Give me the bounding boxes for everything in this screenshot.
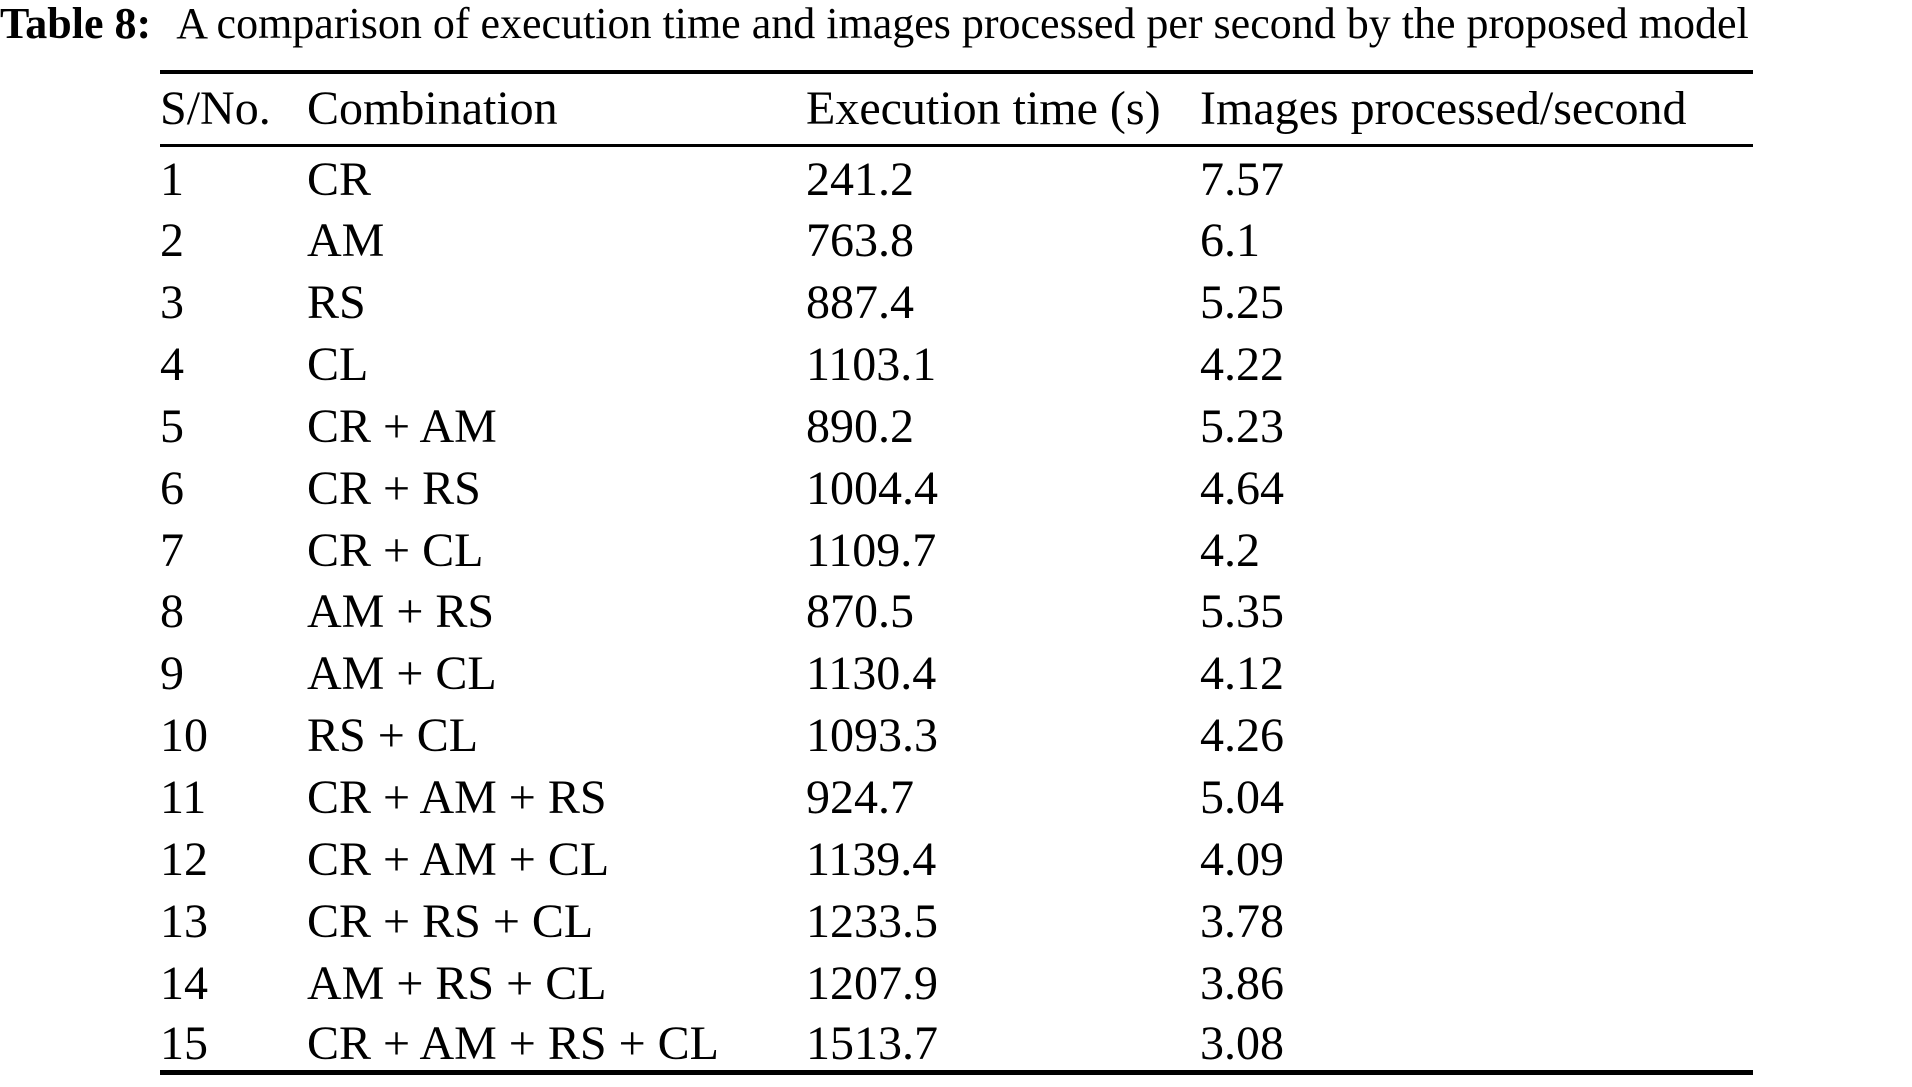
row-sno: 6 xyxy=(160,461,184,515)
row-sno: 2 xyxy=(160,214,184,268)
row-images-per-second: 5.25 xyxy=(1200,276,1284,330)
row-combination: AM + CL xyxy=(307,647,497,701)
row-combination: CR xyxy=(307,153,372,207)
table-caption: Table 8: A comparison of execution time a… xyxy=(0,0,1749,50)
row-execution-time: 1233.5 xyxy=(806,894,938,948)
table-row: 14 AM + RS + CL 1207.9 3.86 xyxy=(160,949,1753,1011)
row-execution-time: 887.4 xyxy=(806,276,914,330)
header-row: S/No. Combination Execution time (s) Ima… xyxy=(160,72,1753,147)
results-table: S/No. Combination Execution time (s) Ima… xyxy=(160,70,1753,1076)
table-row: 11 CR + AM + RS 924.7 5.04 xyxy=(160,764,1753,826)
row-combination: CR + AM + CL xyxy=(307,832,610,886)
row-combination: AM + RS + CL xyxy=(307,956,607,1010)
table-row: 15 CR + AM + RS + CL 1513.7 3.08 xyxy=(160,1011,1753,1073)
row-images-per-second: 3.78 xyxy=(1200,894,1284,948)
row-combination: CR + CL xyxy=(307,523,484,577)
table-row: 6 CR + RS 1004.4 4.64 xyxy=(160,454,1753,516)
table-row: 12 CR + AM + CL 1139.4 4.09 xyxy=(160,825,1753,887)
row-images-per-second: 3.86 xyxy=(1200,956,1284,1010)
row-combination: CR + RS + CL xyxy=(307,894,594,948)
row-execution-time: 890.2 xyxy=(806,399,914,453)
table-row: 4 CL 1103.1 4.22 xyxy=(160,331,1753,393)
row-images-per-second: 4.26 xyxy=(1200,709,1284,763)
table-body: 1 CR 241.2 7.57 2 AM 763.8 6.1 3 RS 887.… xyxy=(160,145,1753,1073)
row-combination: CR + AM + RS xyxy=(307,771,607,825)
row-sno: 4 xyxy=(160,338,184,391)
row-execution-time: 1004.4 xyxy=(806,461,938,515)
col-header-images-per-second: Images processed/second xyxy=(1200,72,1753,147)
row-execution-time: 870.5 xyxy=(806,585,914,639)
table-caption-label: Table 8: xyxy=(0,0,152,48)
table-caption-text: A comparison of execution time and image… xyxy=(176,0,1749,48)
row-sno: 14 xyxy=(160,956,208,1010)
row-combination: AM xyxy=(307,214,385,268)
row-images-per-second: 6.1 xyxy=(1200,214,1260,268)
row-sno: 10 xyxy=(160,709,208,763)
row-combination: CR + AM xyxy=(307,399,497,453)
table-row: 9 AM + CL 1130.4 4.12 xyxy=(160,640,1753,702)
row-combination: AM + RS xyxy=(307,585,495,639)
row-execution-time: 924.7 xyxy=(806,771,914,825)
results-table-container: S/No. Combination Execution time (s) Ima… xyxy=(160,70,1753,1076)
row-images-per-second: 3.08 xyxy=(1200,1017,1284,1071)
table-row: 1 CR 241.2 7.57 xyxy=(160,145,1753,207)
row-sno: 13 xyxy=(160,894,208,948)
row-combination: RS + CL xyxy=(307,709,479,763)
table-row: 5 CR + AM 890.2 5.23 xyxy=(160,392,1753,454)
table-row: 8 AM + RS 870.5 5.35 xyxy=(160,578,1753,640)
table-row: 13 CR + RS + CL 1233.5 3.78 xyxy=(160,887,1753,949)
row-execution-time: 241.2 xyxy=(806,153,914,207)
row-execution-time: 1109.7 xyxy=(806,523,937,577)
row-images-per-second: 5.04 xyxy=(1200,771,1284,825)
row-sno: 15 xyxy=(160,1017,208,1071)
row-execution-time: 1093.3 xyxy=(806,709,938,763)
table-row: 10 RS + CL 1093.3 4.26 xyxy=(160,702,1753,764)
table-row: 3 RS 887.4 5.25 xyxy=(160,269,1753,331)
row-sno: 3 xyxy=(160,276,184,330)
col-header-combination: Combination xyxy=(307,72,806,147)
row-execution-time: 1103.1 xyxy=(806,338,937,391)
row-execution-time: 1207.9 xyxy=(806,956,938,1010)
row-execution-time: 1130.4 xyxy=(806,647,937,701)
row-execution-time: 1139.4 xyxy=(806,832,937,886)
row-combination: CR + RS xyxy=(307,461,481,515)
row-sno: 1 xyxy=(160,153,184,207)
row-combination: RS xyxy=(307,276,366,330)
row-execution-time: 763.8 xyxy=(806,214,914,268)
row-images-per-second: 5.23 xyxy=(1200,399,1284,453)
col-header-sno: S/No. xyxy=(160,72,307,147)
row-combination: CL xyxy=(307,338,369,391)
row-images-per-second: 5.35 xyxy=(1200,585,1284,639)
row-sno: 11 xyxy=(160,771,207,825)
row-images-per-second: 4.09 xyxy=(1200,832,1284,886)
row-images-per-second: 4.64 xyxy=(1200,461,1284,515)
table-row: 2 AM 763.8 6.1 xyxy=(160,207,1753,269)
row-images-per-second: 4.12 xyxy=(1200,647,1284,701)
row-sno: 9 xyxy=(160,647,184,701)
col-header-execution-time: Execution time (s) xyxy=(806,72,1200,147)
row-sno: 5 xyxy=(160,399,184,453)
row-images-per-second: 4.2 xyxy=(1200,523,1260,577)
table-row: 7 CR + CL 1109.7 4.2 xyxy=(160,516,1753,578)
row-sno: 8 xyxy=(160,585,184,639)
row-sno: 7 xyxy=(160,523,184,577)
row-combination: CR + AM + RS + CL xyxy=(307,1017,719,1071)
row-execution-time: 1513.7 xyxy=(806,1017,938,1071)
row-sno: 12 xyxy=(160,832,208,886)
row-images-per-second: 4.22 xyxy=(1200,338,1284,391)
row-images-per-second: 7.57 xyxy=(1200,153,1284,207)
